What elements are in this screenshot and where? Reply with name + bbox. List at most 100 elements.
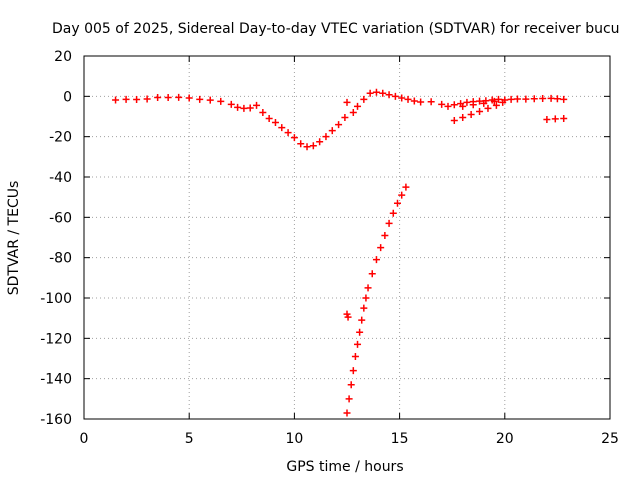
data-point bbox=[560, 95, 568, 103]
data-point bbox=[316, 138, 324, 146]
data-point bbox=[427, 98, 435, 106]
data-point bbox=[391, 92, 399, 100]
data-point bbox=[217, 97, 225, 105]
data-point bbox=[122, 95, 130, 103]
x-tick-label: 5 bbox=[185, 431, 194, 447]
data-point bbox=[335, 121, 343, 129]
data-point bbox=[175, 93, 183, 101]
data-point bbox=[227, 100, 235, 108]
data-point bbox=[362, 294, 370, 302]
x-tick-label: 0 bbox=[80, 431, 89, 447]
data-point bbox=[507, 95, 515, 103]
y-tick-label: -80 bbox=[49, 251, 72, 267]
data-point bbox=[347, 381, 355, 389]
y-tick-label: -40 bbox=[49, 170, 72, 186]
data-point bbox=[259, 108, 267, 116]
data-point bbox=[253, 101, 261, 109]
data-point bbox=[398, 191, 406, 199]
data-point bbox=[560, 115, 568, 123]
data-point bbox=[246, 104, 254, 112]
data-point bbox=[328, 127, 336, 135]
data-point bbox=[372, 256, 380, 264]
data-point bbox=[154, 94, 162, 102]
data-point bbox=[303, 143, 311, 151]
data-point bbox=[450, 117, 458, 125]
data-point bbox=[349, 108, 357, 116]
data-point bbox=[494, 95, 502, 103]
data-point bbox=[284, 129, 292, 137]
data-point bbox=[265, 115, 273, 123]
data-point bbox=[389, 209, 397, 217]
data-point bbox=[459, 114, 467, 122]
x-tick-label: 15 bbox=[391, 431, 409, 447]
x-axis-label: GPS time / hours bbox=[286, 459, 403, 475]
data-point bbox=[490, 97, 498, 105]
data-points bbox=[112, 88, 568, 417]
y-tick-label: -140 bbox=[40, 372, 72, 388]
y-tick-label: -160 bbox=[40, 412, 72, 428]
data-point bbox=[463, 98, 471, 106]
data-point bbox=[196, 95, 204, 103]
data-point bbox=[343, 98, 351, 106]
data-point bbox=[354, 102, 362, 110]
y-axis-label: SDTVAR / TECUs bbox=[6, 181, 22, 296]
data-point bbox=[360, 304, 368, 312]
y-tick-label: -20 bbox=[49, 130, 72, 146]
data-point bbox=[381, 231, 389, 239]
data-point bbox=[366, 89, 374, 97]
data-point bbox=[513, 95, 521, 103]
x-tick-label: 25 bbox=[601, 431, 619, 447]
data-point bbox=[404, 95, 412, 103]
data-point bbox=[553, 95, 561, 103]
data-point bbox=[345, 395, 353, 403]
y-tick-label: 20 bbox=[54, 49, 72, 65]
data-point bbox=[290, 134, 298, 142]
data-point bbox=[467, 110, 475, 118]
data-point bbox=[398, 94, 406, 102]
data-point bbox=[417, 98, 425, 106]
data-point bbox=[360, 95, 368, 103]
data-point bbox=[480, 99, 488, 107]
data-point bbox=[484, 104, 492, 112]
data-point bbox=[499, 98, 507, 106]
data-point bbox=[271, 119, 279, 127]
data-point bbox=[349, 367, 357, 375]
data-point bbox=[444, 102, 452, 110]
data-point bbox=[143, 95, 151, 103]
grid-lines bbox=[84, 56, 610, 419]
axis-ticks: 0 5 10 15 20 25 20 0 -20 -40 -60 -80 -100 -120 -140 -16… bbox=[40, 49, 619, 447]
data-point bbox=[450, 101, 458, 109]
data-point bbox=[476, 97, 484, 105]
y-tick-label: -100 bbox=[40, 291, 72, 307]
data-point bbox=[185, 94, 193, 102]
chart-title: Day 005 of 2025, Sidereal Day-to-day VTE… bbox=[52, 21, 620, 37]
data-point bbox=[297, 140, 305, 148]
data-point bbox=[377, 244, 385, 252]
data-point bbox=[358, 316, 366, 324]
data-point bbox=[341, 114, 349, 122]
y-tick-label: 0 bbox=[63, 89, 72, 105]
data-point bbox=[343, 409, 351, 417]
data-point bbox=[379, 89, 387, 97]
data-point bbox=[164, 94, 172, 102]
data-point bbox=[322, 133, 330, 141]
data-point bbox=[364, 284, 372, 292]
data-point bbox=[551, 115, 559, 123]
data-point bbox=[356, 328, 364, 336]
data-point bbox=[372, 88, 380, 96]
data-point bbox=[385, 91, 393, 99]
data-point bbox=[402, 183, 410, 191]
data-point bbox=[351, 352, 359, 360]
x-tick-label: 10 bbox=[285, 431, 303, 447]
data-point bbox=[410, 97, 418, 105]
data-point bbox=[278, 124, 286, 132]
data-point bbox=[385, 219, 393, 227]
data-point bbox=[469, 101, 477, 109]
data-point bbox=[522, 95, 530, 103]
y-tick-label: -120 bbox=[40, 331, 72, 347]
data-point bbox=[368, 270, 376, 278]
data-point bbox=[543, 116, 551, 124]
data-point bbox=[206, 96, 214, 104]
data-point bbox=[492, 101, 500, 109]
data-point bbox=[438, 100, 446, 108]
